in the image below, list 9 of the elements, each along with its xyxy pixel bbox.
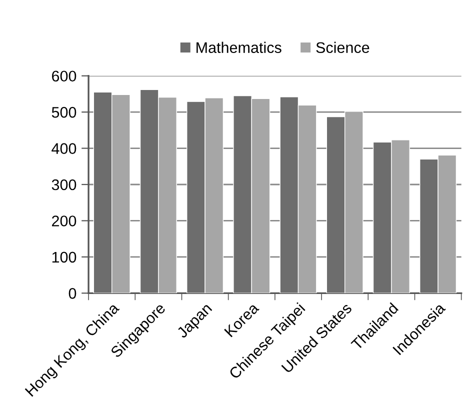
y-tick-label: 100 <box>52 252 76 263</box>
legend-label: Science <box>316 42 370 54</box>
y-tick-label: 400 <box>52 143 76 154</box>
y-tick-label: 200 <box>52 216 76 226</box>
y-tick-label: 300 <box>52 179 76 190</box>
legend-label: Mathematics <box>196 42 282 54</box>
y-tick-label: 0 <box>68 288 76 299</box>
y-tick-label: 500 <box>52 106 76 118</box>
y-tick-label: 600 <box>52 70 76 82</box>
